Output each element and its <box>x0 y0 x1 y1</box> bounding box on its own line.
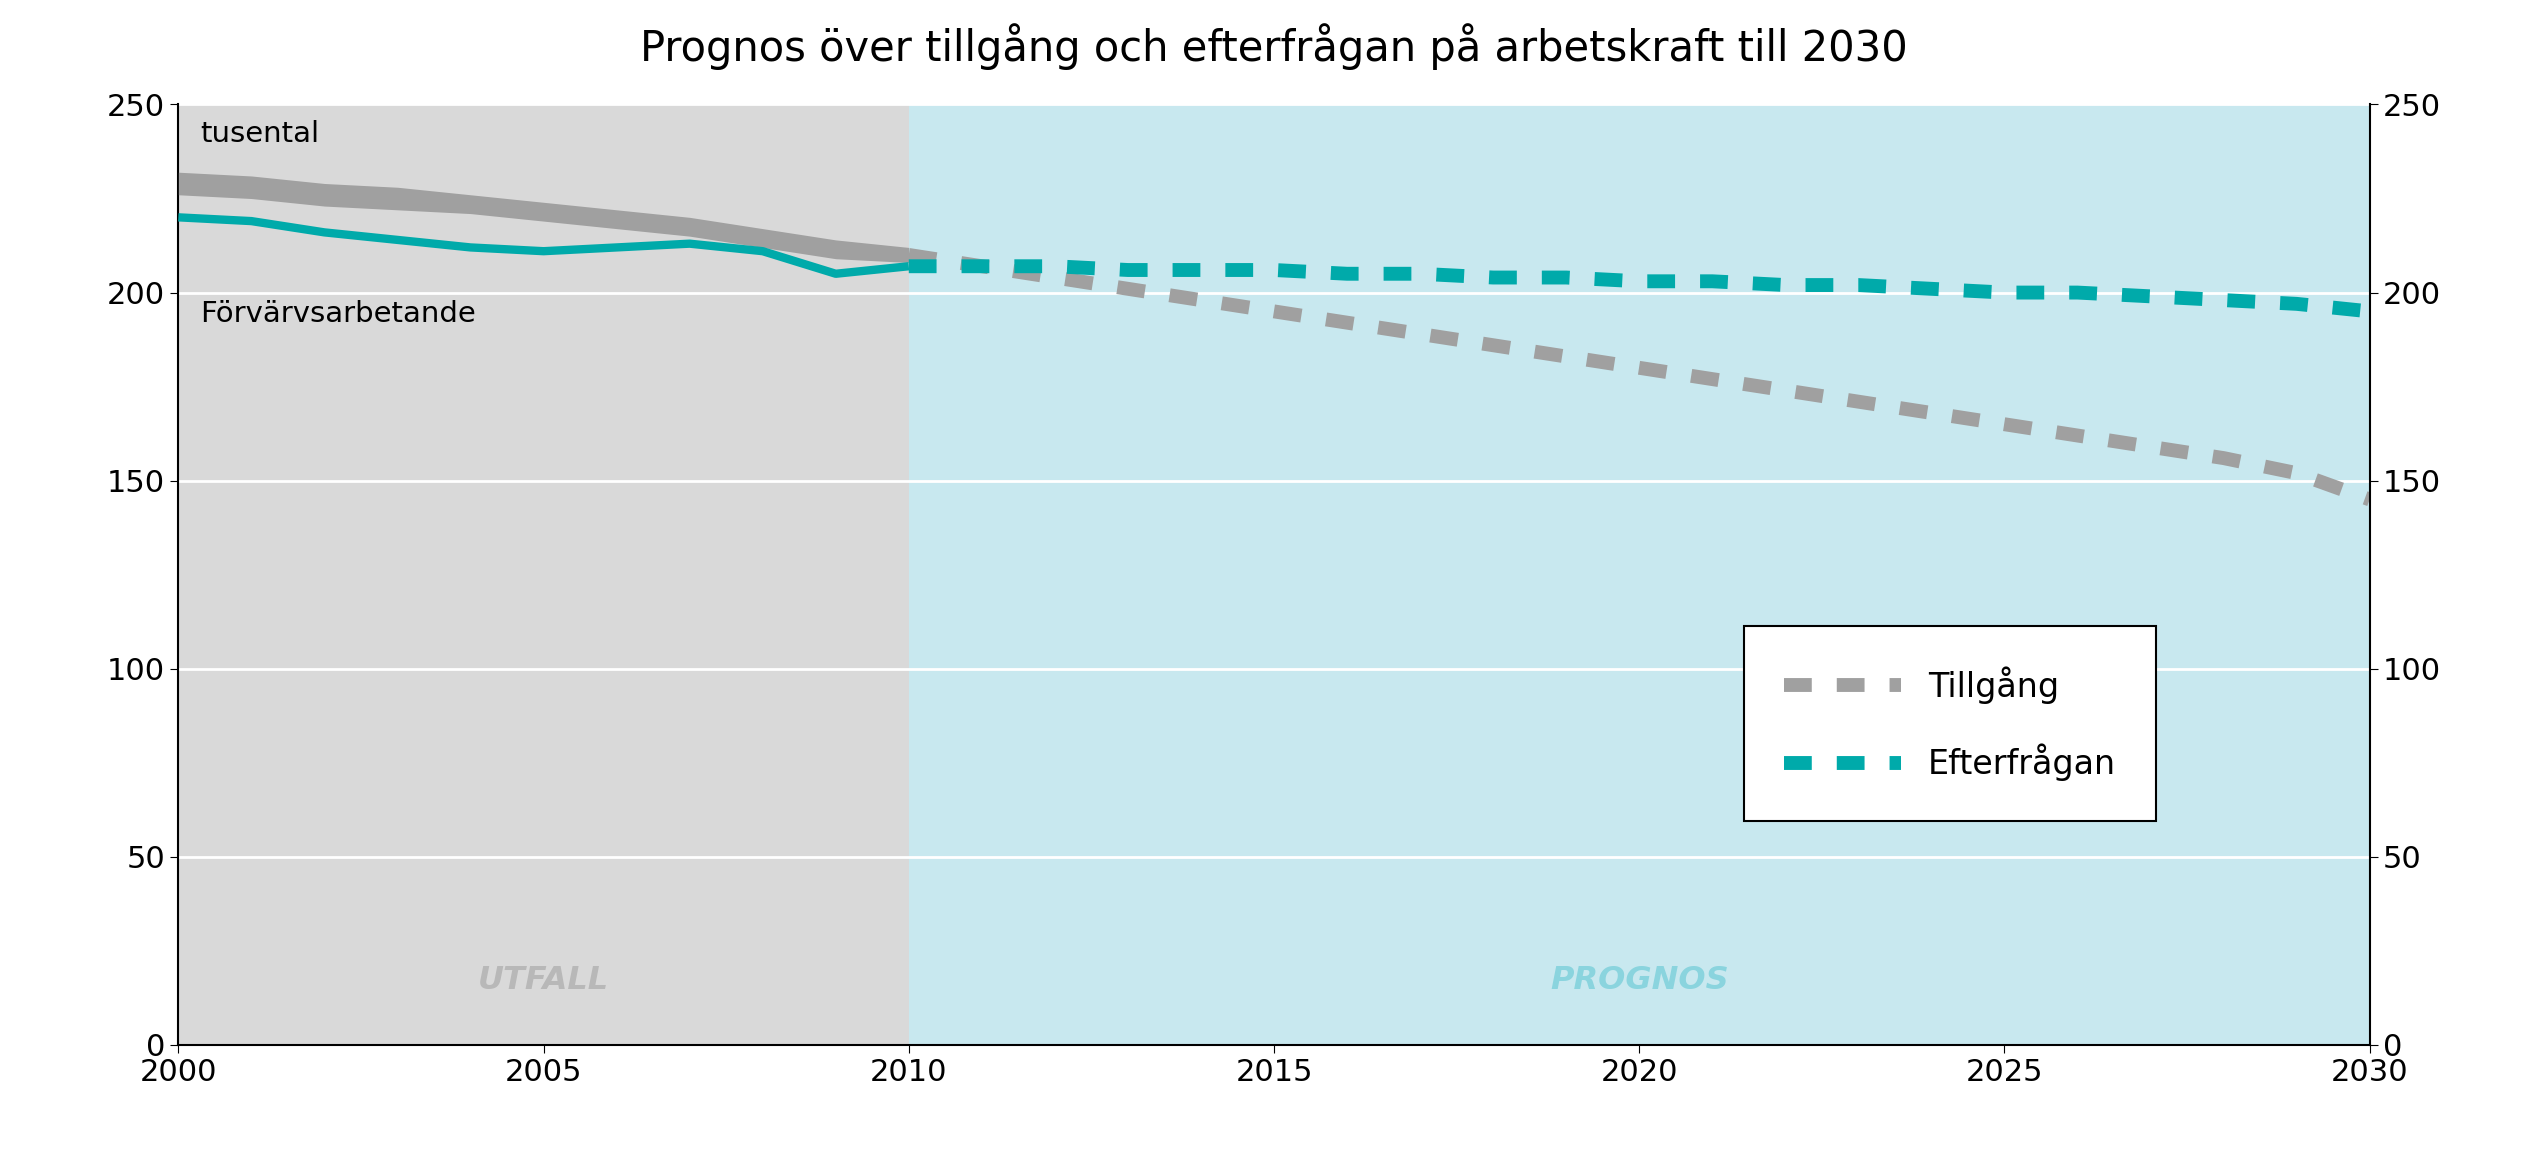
Text: UTFALL: UTFALL <box>479 965 609 996</box>
Text: tusental: tusental <box>201 120 318 147</box>
Bar <box>178 104 910 1045</box>
Text: Förvärvsarbetande: Förvärvsarbetande <box>201 300 476 329</box>
Bar <box>910 104 2370 1045</box>
Legend: Tillgång, Efterfrågan: Tillgång, Efterfrågan <box>1745 626 2156 821</box>
Text: PROGNOS: PROGNOS <box>1549 965 1728 996</box>
Text: Prognos över tillgång och efterfrågan på arbetskraft till 2030: Prognos över tillgång och efterfrågan på… <box>640 23 1908 70</box>
